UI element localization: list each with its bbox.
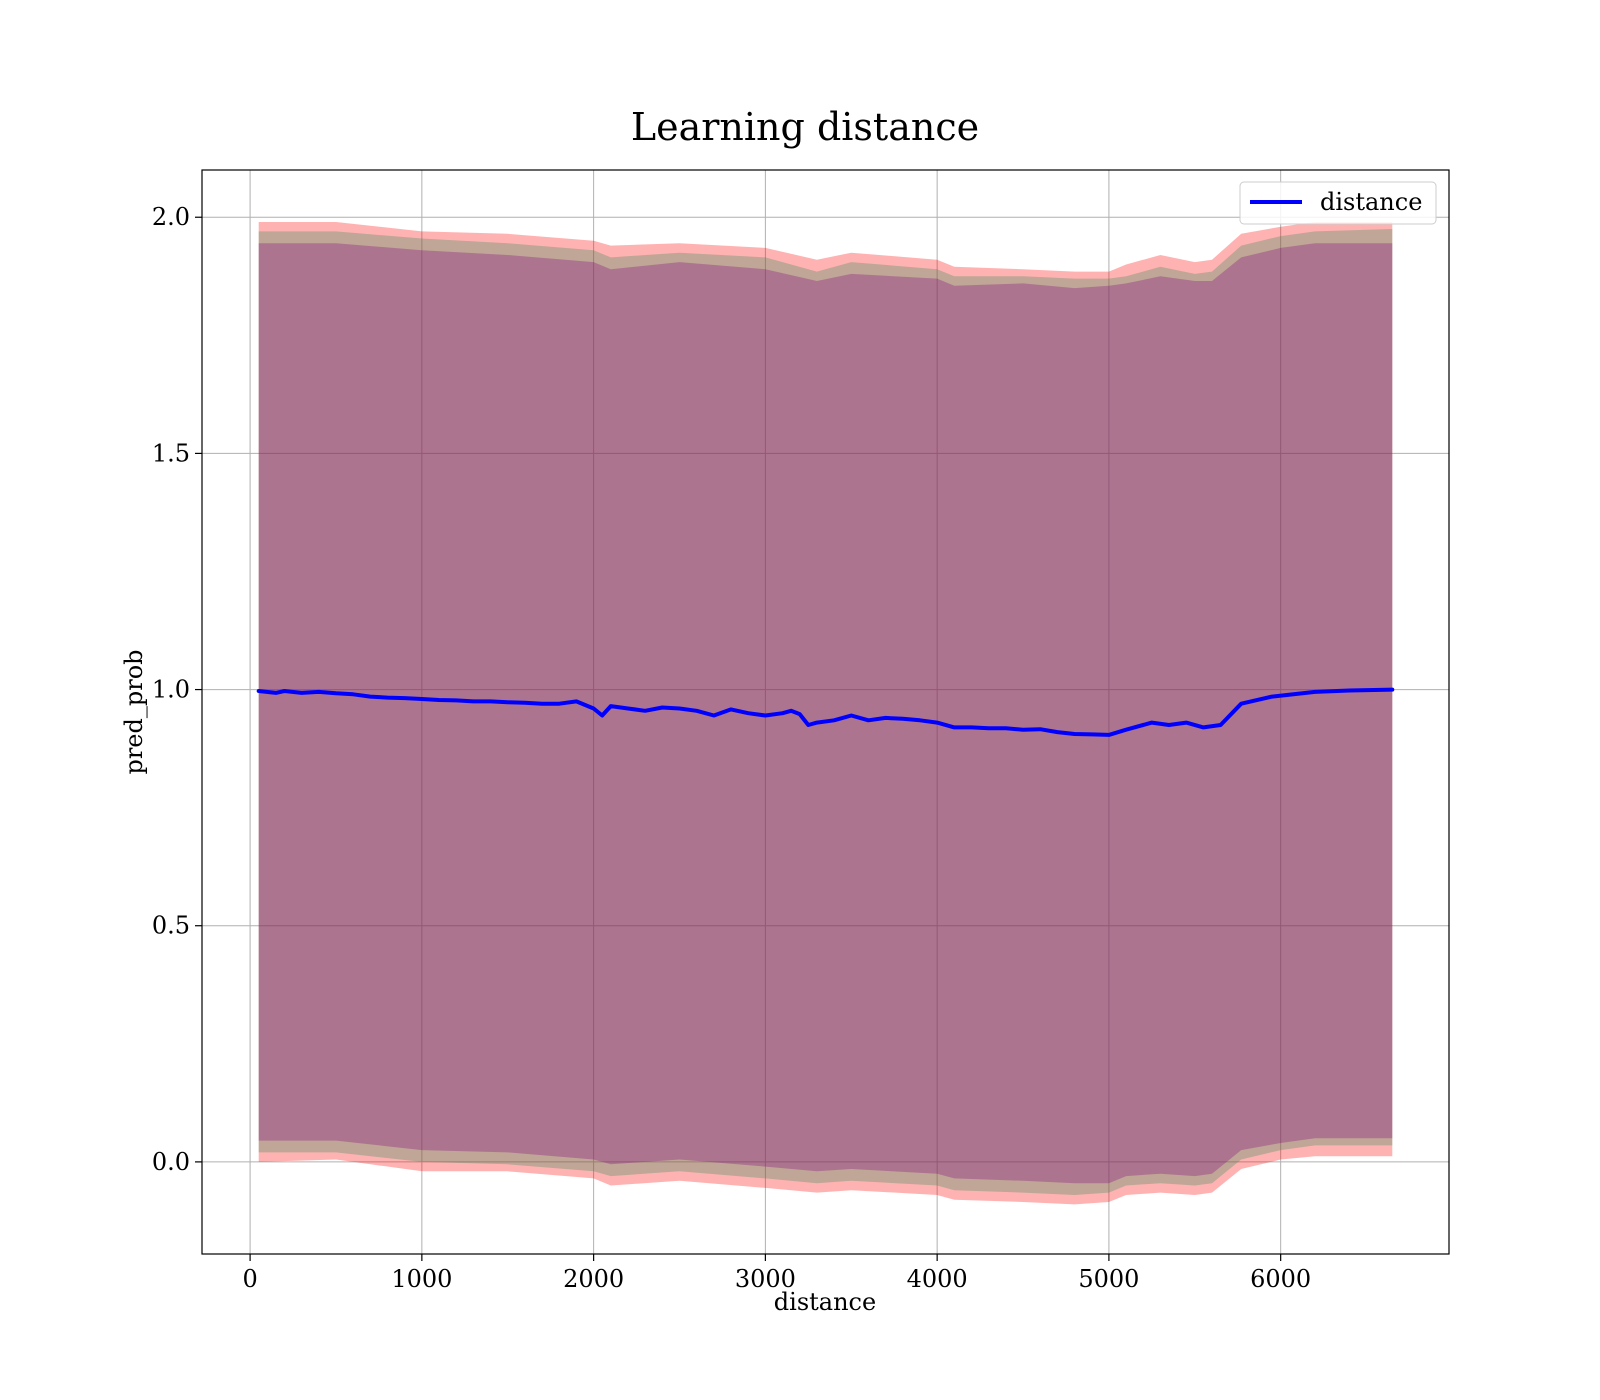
y-tick-label: 2.0 (152, 203, 190, 231)
confidence-band-3 (258, 243, 1393, 1184)
y-tick-label: 0.0 (152, 1148, 190, 1176)
y-tick-label: 1.0 (152, 676, 190, 704)
legend: distance (1239, 181, 1437, 225)
x-axis-ticks: 0 1000 2000 3000 4000 5000 6000 (242, 1254, 1311, 1293)
grid-lines (202, 170, 1449, 1254)
y-axis-ticks: 0.0 0.5 1.0 1.5 2.0 (152, 203, 202, 1176)
series-lines (256, 687, 1395, 737)
confidence-band-2 (258, 229, 1393, 1195)
y-tick-label: 1.5 (152, 439, 190, 467)
y-tick-label: 0.5 (152, 912, 190, 940)
confidence-bands (258, 222, 1393, 1205)
x-tick-label: 0 (242, 1265, 257, 1293)
legend-label: distance (1320, 188, 1422, 216)
x-tick-label: 2000 (563, 1265, 624, 1293)
x-tick-label: 1000 (391, 1265, 452, 1293)
confidence-band-1 (258, 222, 1393, 1205)
x-tick-label: 3000 (735, 1265, 796, 1293)
series-line-1 (256, 687, 1395, 737)
y-axis-label: pred_prob (120, 649, 148, 774)
legend-box (1239, 181, 1437, 225)
x-axis-label: distance (774, 1288, 876, 1316)
chart-title: Learning distance (631, 105, 979, 149)
x-tick-label: 4000 (907, 1265, 968, 1293)
x-tick-label: 6000 (1250, 1265, 1311, 1293)
x-tick-label: 5000 (1078, 1265, 1139, 1293)
plot-frame (201, 169, 1450, 1255)
